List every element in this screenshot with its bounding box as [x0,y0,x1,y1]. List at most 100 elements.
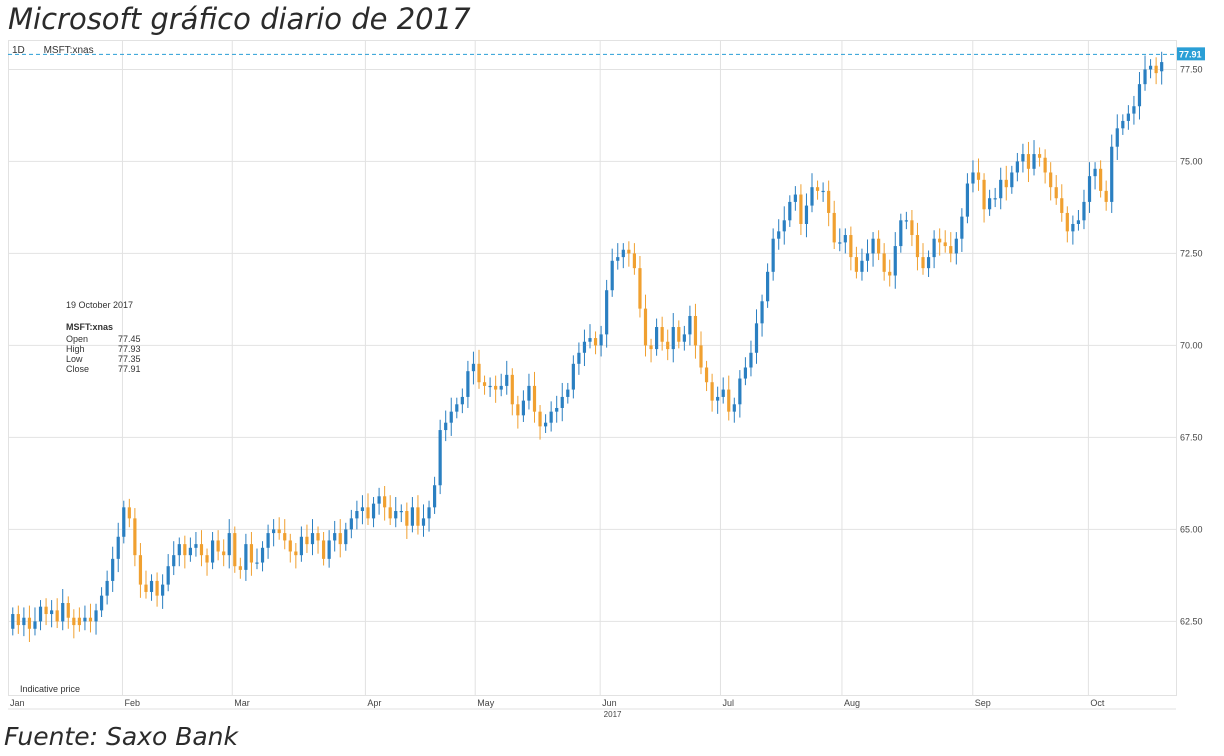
candle-body [627,249,631,254]
candle-body [122,507,126,537]
candle-body [682,334,686,342]
candle-body [838,242,842,244]
candle-body [244,544,248,570]
candle-body [105,580,109,596]
candle-body [294,551,298,556]
candle-body [582,341,587,353]
candlestick-chart: 62.50 65.00 67.50 70.00 72.50 75.00 77.50 Jan Fe… [8,40,1205,720]
candle-body [943,242,947,247]
candle-body [216,540,220,552]
candle-body [693,315,698,346]
candle-body [1087,176,1092,202]
candle-body [1065,212,1069,232]
candle-body [410,507,414,526]
candle-body [926,257,931,269]
candle-body [888,271,892,276]
candle-body [1032,154,1036,169]
candle-body [605,290,609,335]
candle-body [238,566,242,570]
candle-body [505,374,509,386]
chart-title: Microsoft gráfico diario de 2017 [8,2,471,36]
x-tick-label: Sep [975,698,991,708]
candle-body [111,558,115,581]
candle-body [421,518,426,526]
candle-body [577,352,581,364]
candle-body [760,301,764,324]
candle-body [1049,172,1053,188]
candle-body [249,544,254,563]
x-tick-label: May [477,698,495,708]
candle-body [899,220,903,247]
candle-body [233,533,237,567]
candle-body [843,235,847,243]
x-tick-label: Aug [844,698,860,708]
candle-body [516,404,520,416]
candle-body [832,212,836,243]
candle-body [882,253,886,272]
candle-body [865,253,870,261]
candle-body [355,511,359,519]
candle-body [910,220,914,236]
candle-body [971,172,975,184]
candle-body [188,547,192,556]
candle-body [732,404,736,412]
candle-body [555,407,559,412]
candle-body [777,231,781,239]
candle-body [471,363,476,372]
candle-body [788,201,792,221]
candle-body [827,190,831,213]
candle-body [1060,198,1064,213]
candle-body [266,533,270,548]
candle-body [1054,187,1058,199]
candle-body [593,338,598,346]
candle-body [1093,168,1097,177]
candle-body [993,198,997,200]
candle-body [405,511,409,526]
candle-body [61,603,65,622]
candle-body [1076,220,1081,224]
y-tick-label: 77.50 [1180,64,1203,74]
candle-body [749,352,753,368]
x-tick-label: Mar [234,698,250,708]
candle-body [877,238,881,254]
candle-body [222,551,226,556]
candle-body [1026,154,1031,169]
candle-body [599,334,603,346]
candle-body [455,404,459,412]
candle-body [488,385,492,388]
candle-body [688,315,692,335]
candle-body [149,580,154,592]
x-tick-label: Oct [1090,698,1105,708]
candle-body [1071,223,1075,232]
candle-body [1148,65,1153,70]
candle-body [210,540,215,563]
interval-label[interactable]: 1D [12,45,25,56]
tooltip-row-low: Low 77.35 [66,354,141,364]
candle-body [371,503,376,519]
candle-body [932,238,936,258]
candle-body [116,536,120,559]
candle-body [11,614,15,629]
candle-body [360,507,365,512]
candle-body [1104,190,1108,202]
candle-body [144,584,148,592]
chart-area[interactable]: 62.50 65.00 67.50 70.00 72.50 75.00 77.50 Jan Fe… [8,40,1218,720]
candle-body [893,246,897,276]
candle-body [344,529,348,545]
candle-body [327,540,331,559]
candle-body [965,183,970,217]
candle-body [38,606,43,622]
candle-body [194,544,198,548]
candle-body [50,610,54,615]
candle-body [321,540,326,559]
candle-body [699,345,703,368]
candle-body [1143,69,1147,85]
candle-body [571,363,575,390]
candle-body [821,190,825,193]
candle-body [299,536,303,556]
source-caption: Fuente: Saxo Bank [4,722,239,751]
candle-body [33,621,37,629]
x-tick-label: Feb [124,698,140,708]
candle-body [199,544,204,556]
candle-body [982,179,986,210]
